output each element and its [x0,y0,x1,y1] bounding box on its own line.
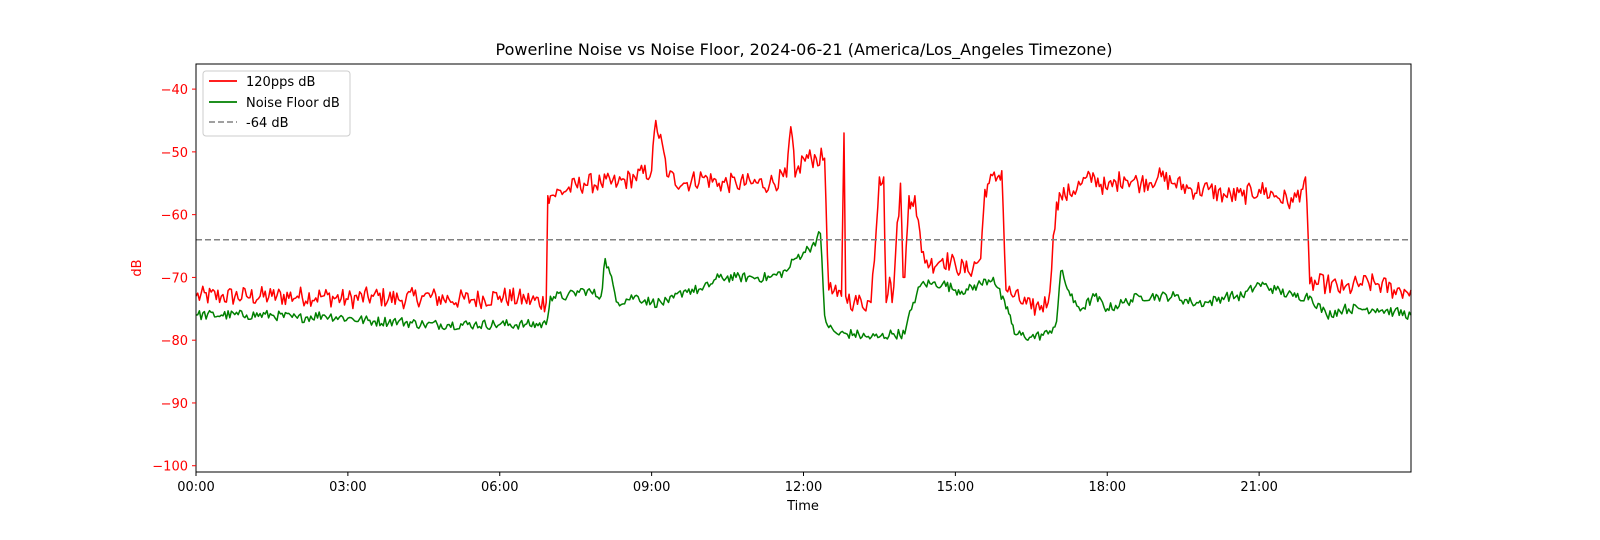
y-tick-label: −100 [152,460,188,475]
x-axis: 00:00 03:00 06:00 09:00 12:00 15:00 18:00 21:00 [177,472,1278,495]
legend: 120pps dB Noise Floor dB -64 dB [202,70,351,137]
x-tick-label: 15:00 [937,480,974,495]
x-tick-label: 09:00 [633,480,670,495]
x-tick-label: 06:00 [481,480,518,495]
legend-label-threshold: -64 dB [246,116,289,131]
y-tick-label: −80 [161,334,188,349]
plot-frame [195,63,1412,473]
legend-label-120pps: 120pps dB [246,75,315,90]
series-line-0 [195,119,1412,316]
y-axis-label: dB [130,259,145,276]
y-tick-label: −90 [161,397,188,412]
chart-title: Powerline Noise vs Noise Floor, 2024-06-… [496,40,1113,60]
legend-label-noise-floor: Noise Floor dB [246,96,340,111]
legend-box [202,70,351,137]
x-tick-label: 18:00 [1089,480,1126,495]
x-axis-label: Time [786,499,819,514]
y-tick-label: −60 [161,209,188,224]
y-tick-label: −50 [161,146,188,161]
y-tick-label: −70 [161,271,188,286]
y-tick-label: −40 [161,83,188,98]
x-tick-label: 12:00 [785,480,822,495]
y-axis: −40 −50 −60 −70 −80 −90 −100 [152,83,196,475]
x-tick-label: 21:00 [1240,480,1277,495]
x-tick-label: 00:00 [177,480,214,495]
series-line-1 [195,231,1412,341]
plot-area [195,119,1412,341]
x-tick-label: 03:00 [329,480,366,495]
